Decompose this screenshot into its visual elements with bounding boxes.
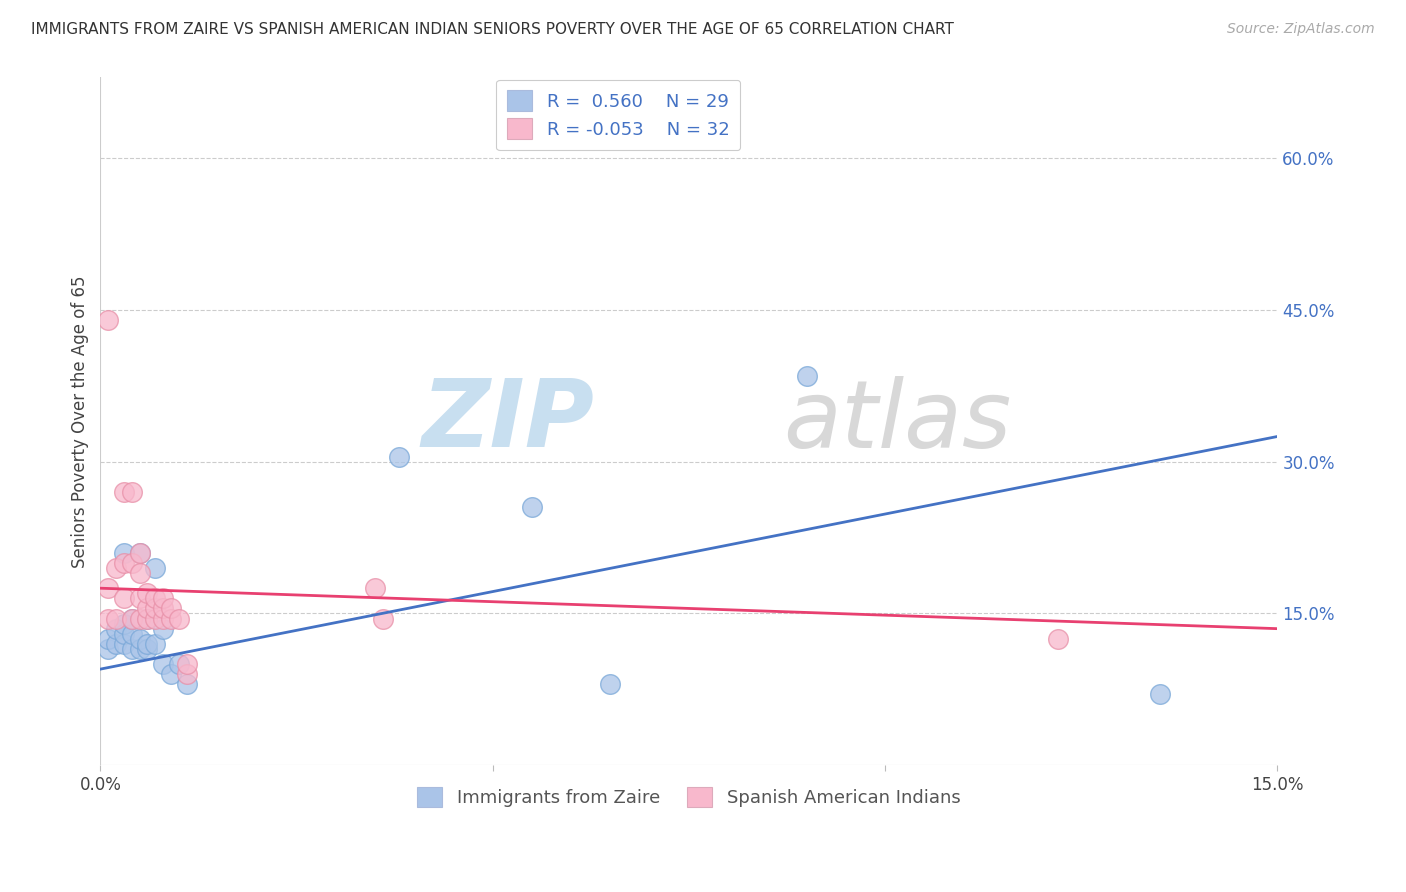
Point <box>121 626 143 640</box>
Point <box>97 641 120 656</box>
Point <box>112 556 135 570</box>
Point <box>371 611 394 625</box>
Point <box>136 641 159 656</box>
Point <box>1046 632 1069 646</box>
Point <box>112 637 135 651</box>
Point <box>160 667 183 681</box>
Point <box>97 313 120 327</box>
Point <box>160 611 183 625</box>
Point <box>152 601 174 615</box>
Point <box>136 586 159 600</box>
Text: ZIP: ZIP <box>422 376 595 467</box>
Point <box>167 611 190 625</box>
Point <box>1149 687 1171 701</box>
Text: atlas: atlas <box>783 376 1011 467</box>
Point <box>128 546 150 560</box>
Point <box>97 581 120 595</box>
Point <box>143 611 166 625</box>
Point <box>143 561 166 575</box>
Point <box>136 611 159 625</box>
Point <box>152 657 174 671</box>
Point <box>121 556 143 570</box>
Point <box>167 657 190 671</box>
Point <box>105 637 128 651</box>
Point <box>121 611 143 625</box>
Point <box>796 368 818 383</box>
Point <box>128 566 150 580</box>
Point <box>112 546 135 560</box>
Point <box>121 485 143 500</box>
Point <box>112 626 135 640</box>
Point <box>121 641 143 656</box>
Point <box>152 622 174 636</box>
Point <box>105 611 128 625</box>
Point <box>128 591 150 606</box>
Text: Source: ZipAtlas.com: Source: ZipAtlas.com <box>1227 22 1375 37</box>
Point <box>143 601 166 615</box>
Point <box>599 677 621 691</box>
Point <box>176 657 198 671</box>
Point <box>143 591 166 606</box>
Point <box>97 611 120 625</box>
Point <box>128 632 150 646</box>
Point <box>136 611 159 625</box>
Point <box>112 485 135 500</box>
Point <box>112 616 135 631</box>
Point <box>143 637 166 651</box>
Point <box>152 611 174 625</box>
Text: IMMIGRANTS FROM ZAIRE VS SPANISH AMERICAN INDIAN SENIORS POVERTY OVER THE AGE OF: IMMIGRANTS FROM ZAIRE VS SPANISH AMERICA… <box>31 22 953 37</box>
Point <box>128 641 150 656</box>
Point <box>152 591 174 606</box>
Point <box>176 677 198 691</box>
Point <box>136 637 159 651</box>
Point <box>112 591 135 606</box>
Point <box>128 611 150 625</box>
Legend: Immigrants from Zaire, Spanish American Indians: Immigrants from Zaire, Spanish American … <box>411 780 967 814</box>
Point <box>121 611 143 625</box>
Point <box>520 500 543 515</box>
Point <box>160 601 183 615</box>
Y-axis label: Seniors Poverty Over the Age of 65: Seniors Poverty Over the Age of 65 <box>72 275 89 567</box>
Point <box>105 561 128 575</box>
Point <box>128 546 150 560</box>
Point <box>387 450 409 464</box>
Point <box>97 632 120 646</box>
Point <box>364 581 387 595</box>
Point <box>176 667 198 681</box>
Point <box>136 601 159 615</box>
Point <box>105 622 128 636</box>
